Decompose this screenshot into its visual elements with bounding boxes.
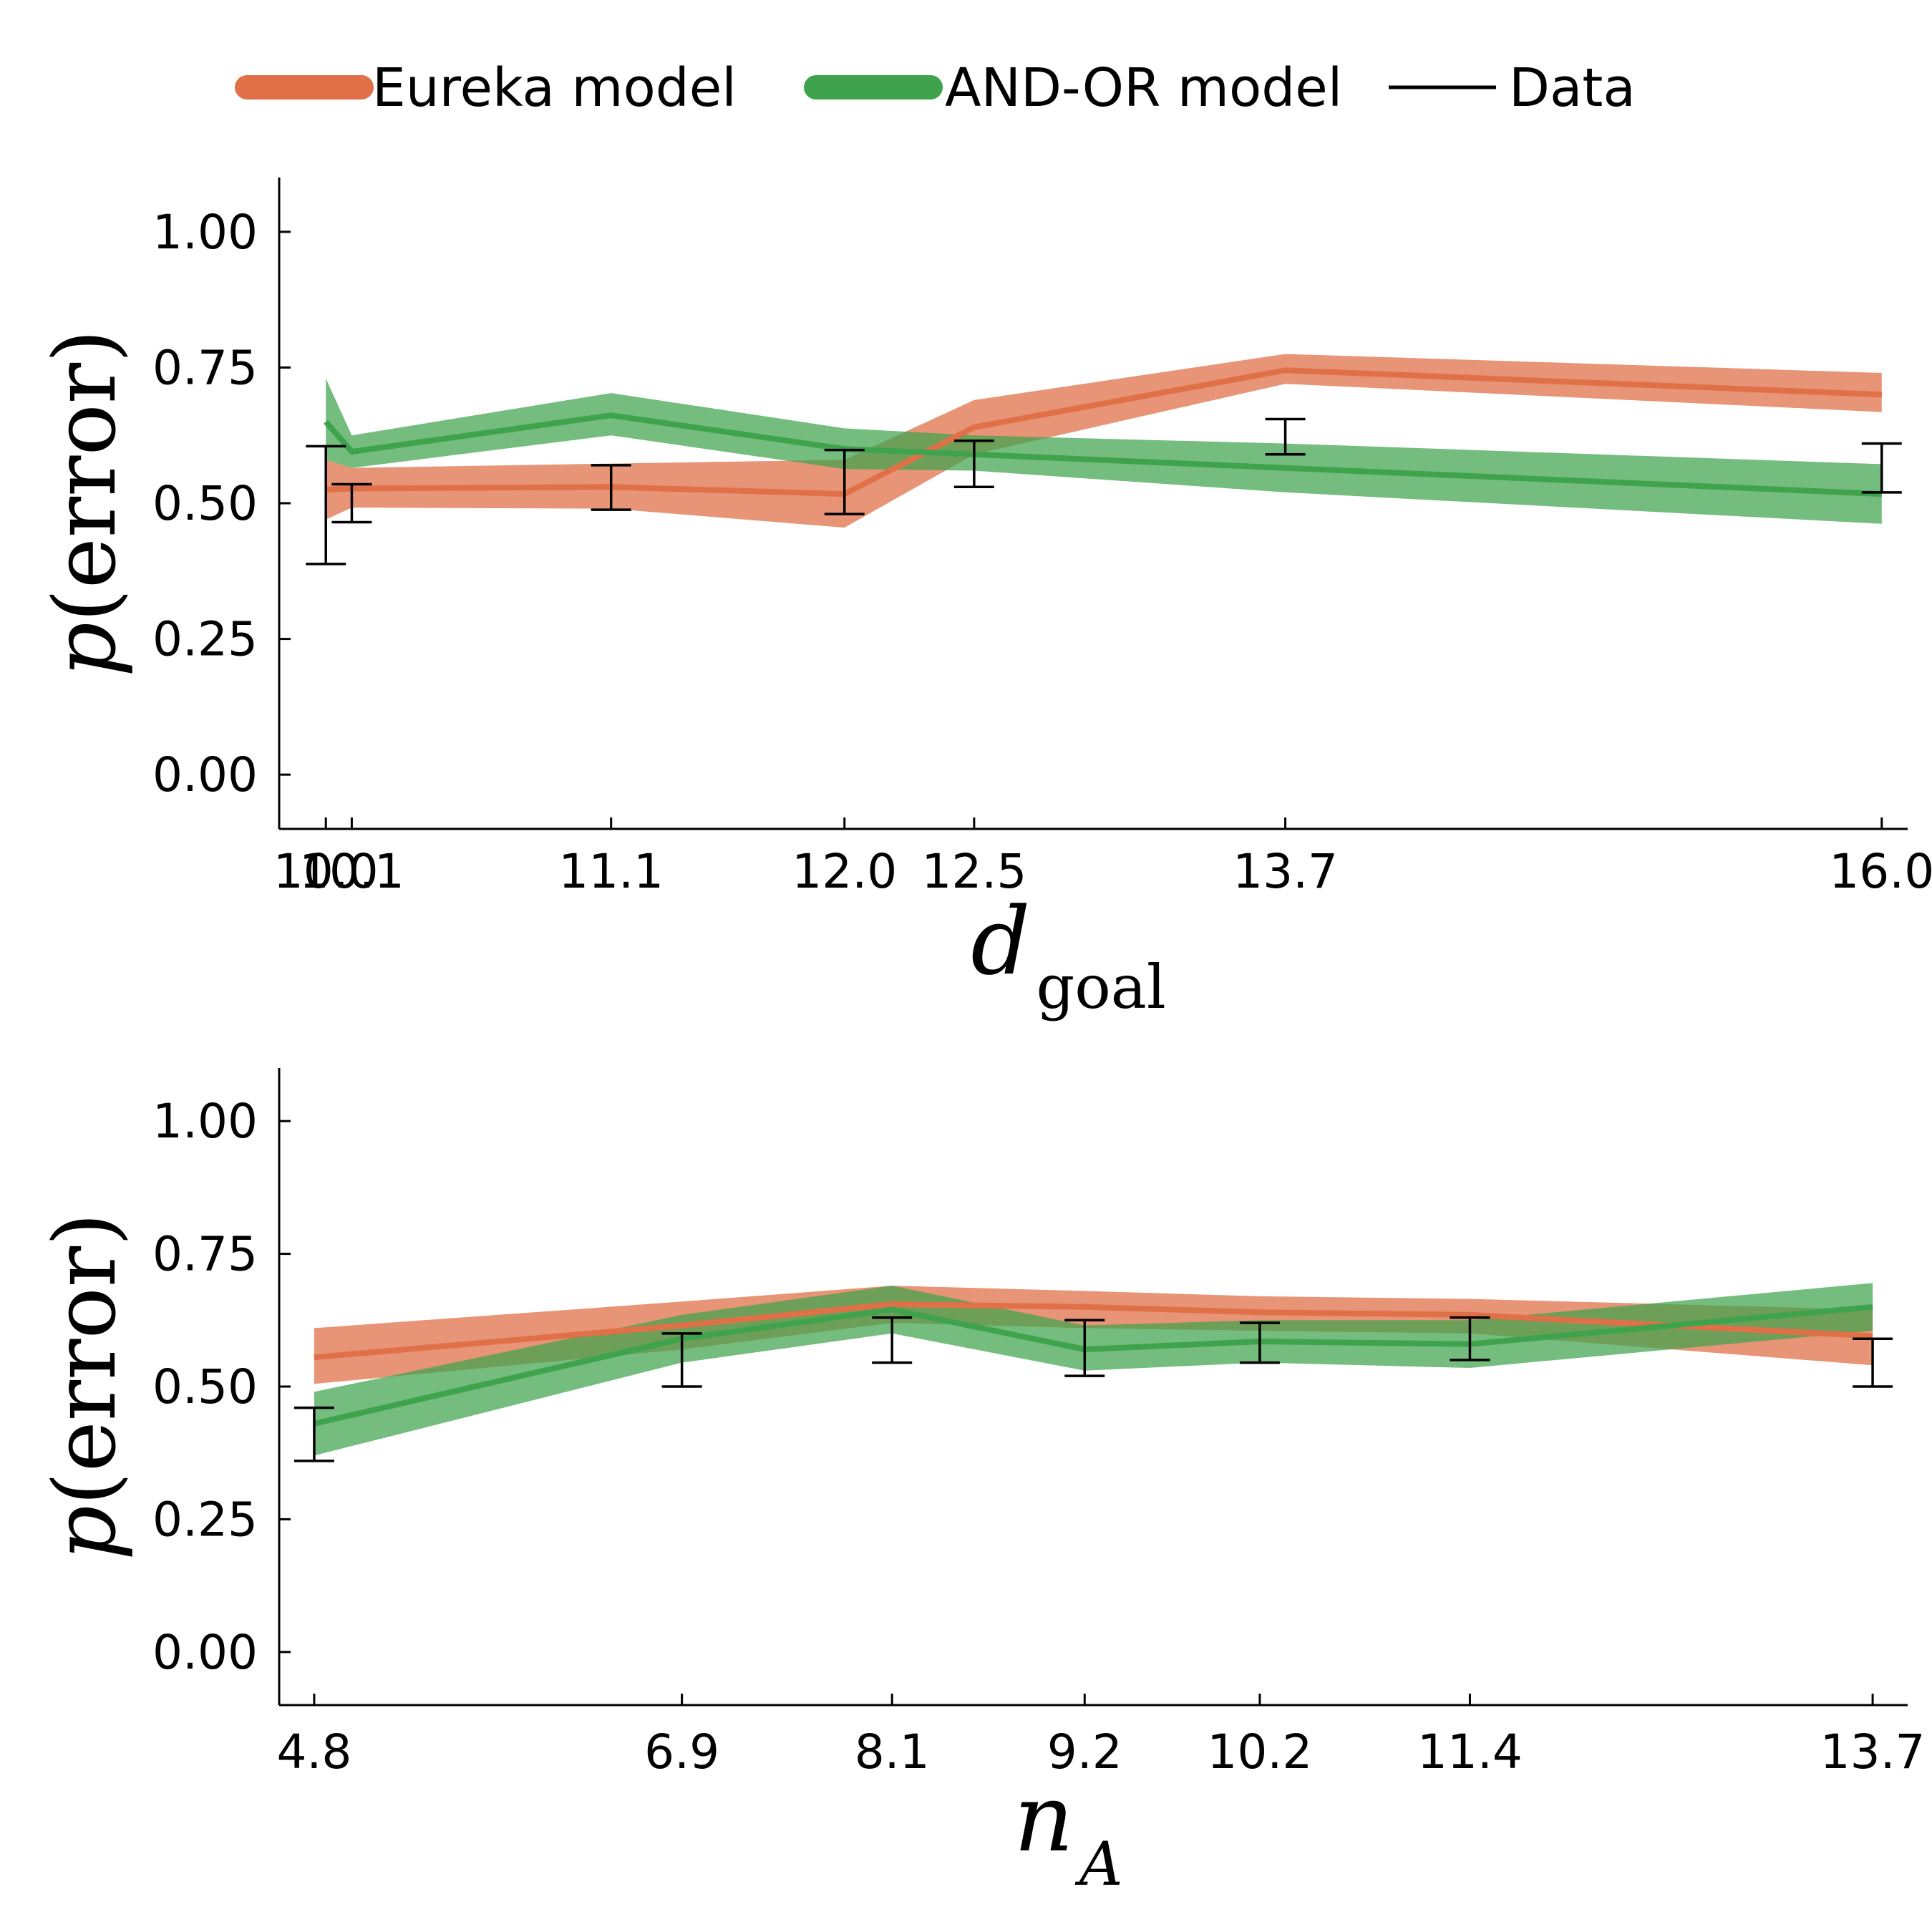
- data-error-bar: [1853, 1337, 1893, 1388]
- top-panel: 0.00 0.25 0.50 0.75 1.00 10.010.1 11.1 12.0 12.5…: [36, 178, 1932, 1022]
- y-tick-label: 0.75: [152, 340, 258, 395]
- series-line-0: [314, 1301, 1873, 1361]
- x-tick-label: 6.9: [644, 1724, 719, 1780]
- data-error-bar: [953, 440, 994, 488]
- y-axis-label: p(error): [36, 329, 135, 677]
- x-axis-label: dgoal: [971, 887, 1166, 1022]
- data-error-bar: [1064, 1319, 1105, 1377]
- x-tick-label: 16.0: [1829, 844, 1932, 899]
- x-tick-label: 12.0: [792, 844, 897, 899]
- data-error-bar: [824, 448, 865, 515]
- series-band-0: [314, 1286, 1873, 1384]
- y-axis-label-text: p(error): [36, 1213, 135, 1560]
- x-tick-label: 11.4: [1417, 1724, 1523, 1780]
- data-error-bar: [1861, 442, 1902, 494]
- x-tick-label: 11.1: [558, 844, 664, 899]
- data-error-bar: [1239, 1321, 1280, 1364]
- data-error-bar: [872, 1316, 913, 1364]
- x-tick-label: 4.8: [276, 1724, 351, 1780]
- y-axis-argument: (error): [36, 329, 135, 622]
- x-axis-label: nA: [1014, 1764, 1122, 1899]
- data-error-bar: [1450, 1316, 1490, 1361]
- y-tick-label: 0.25: [152, 1492, 258, 1547]
- legend-label-0: Eureka model: [372, 57, 737, 119]
- x-axis-variable: d: [971, 887, 1030, 996]
- bottom-panel: 0.00 0.25 0.50 0.75 1.00 4.8 6.9 8.1 9.2 10.2 11.4…: [36, 1068, 1926, 1899]
- data-error-bar: [293, 1406, 334, 1462]
- x-tick-label: 10.2: [1207, 1724, 1312, 1780]
- y-axis-label-text: p(error): [36, 329, 135, 677]
- y-axis-argument: (error): [36, 1213, 135, 1505]
- y-tick-label: 0.00: [152, 747, 258, 802]
- legend-label-2: Data: [1509, 57, 1636, 119]
- series-band-0: [326, 354, 1882, 528]
- y-axis-label: p(error): [36, 1213, 135, 1560]
- series-band-1: [326, 378, 1882, 524]
- y-axis-function: p: [36, 1505, 135, 1560]
- y-tick-label: 1.00: [152, 205, 258, 260]
- x-tick-label: 13.7: [1233, 844, 1338, 899]
- y-tick-label: 0.25: [152, 612, 258, 667]
- y-axis-function: p: [36, 622, 135, 677]
- data-error-bar: [591, 464, 631, 511]
- x-axis-subscript: A: [1074, 1829, 1123, 1899]
- y-tick-label: 0.50: [152, 476, 258, 531]
- y-tick-label: 0.50: [152, 1359, 258, 1414]
- data-error-bar: [331, 482, 372, 524]
- x-tick-label: 10.0: [273, 844, 379, 899]
- x-axis-subscript: goal: [1036, 952, 1165, 1022]
- x-tick-label: 9.2: [1047, 1724, 1122, 1780]
- y-tick-label: 1.00: [152, 1094, 258, 1149]
- x-tick-label: 10.1: [299, 844, 404, 899]
- series-band-1: [314, 1283, 1873, 1456]
- y-tick-label: 0.00: [152, 1625, 258, 1680]
- legend-label-1: AND-OR model: [945, 57, 1342, 119]
- data-error-bar: [661, 1332, 702, 1388]
- x-tick-label: 12.5: [921, 844, 1026, 899]
- legend: Eureka model AND-OR model Data: [235, 57, 1636, 119]
- data-error-bar: [1265, 417, 1306, 456]
- data-error-bar: [306, 445, 346, 565]
- x-axis-variable: n: [1014, 1764, 1074, 1873]
- x-tick-label: 8.1: [855, 1724, 930, 1780]
- y-tick-label: 0.75: [152, 1227, 258, 1282]
- x-tick-label: 13.7: [1820, 1724, 1926, 1780]
